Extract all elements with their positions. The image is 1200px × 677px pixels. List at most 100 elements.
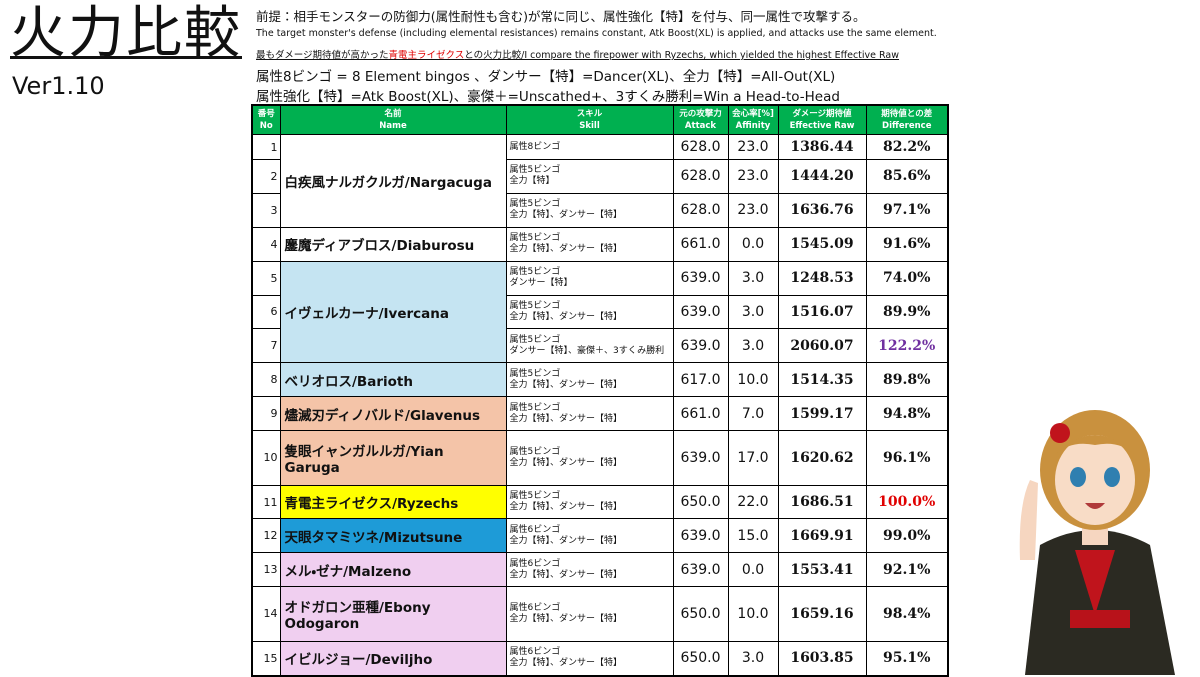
row-number: 12	[251, 518, 281, 554]
skill-line: 属性5ビンゴ	[509, 300, 561, 311]
title: 火力比較	[10, 1, 242, 66]
skill-line: 属性6ビンゴ	[509, 647, 561, 658]
table-row: 11 青電主ライゼクス/Ryzechs 属性5ビンゴ 全力【特】、ダンサー【特】 650…	[251, 484, 949, 520]
affinity: 22.0	[727, 484, 779, 520]
skill-line: ダンサー【特】	[509, 278, 573, 289]
skill-line: 属性6ビンゴ	[509, 558, 561, 569]
skill-line: 属性5ビンゴ	[509, 199, 561, 210]
header-en: Affinity	[735, 121, 771, 131]
column-header: 期待値との差 Difference	[865, 104, 949, 135]
attack: 617.0	[672, 362, 729, 398]
row-number: 15	[251, 640, 281, 677]
skill-line: 全力【特】、ダンサー【特】	[509, 379, 623, 390]
attack: 639.0	[672, 294, 729, 330]
monster-name: 白疾風ナルガクルガ/Nargacuga	[279, 134, 507, 228]
skill-cell: 属性6ビンゴ 全力【特】、ダンサー【特】	[505, 586, 674, 642]
effective-raw: 1636.76	[777, 192, 867, 228]
table-row: 3 属性5ビンゴ 全力【特】、ダンサー【特】 628.0 23.0 1636.76 97.1…	[251, 192, 949, 228]
attack: 639.0	[672, 328, 729, 364]
compare-note: 最もダメージ期待値が高かった青電主ライゼクスとの火力比較/I compare t…	[256, 47, 899, 61]
header-en: Attack	[684, 121, 717, 131]
attack: 650.0	[672, 640, 729, 677]
skill-line: 全力【特】、ダンサー【特】	[509, 502, 623, 512]
header-ja: 名前	[384, 109, 402, 119]
difference: 91.6%	[865, 226, 949, 262]
difference: 89.8%	[865, 362, 949, 398]
header-en: No	[259, 121, 273, 131]
effective-raw: 2060.07	[777, 328, 867, 364]
effective-raw: 1514.35	[777, 362, 867, 398]
row-number: 9	[251, 396, 281, 432]
header-en: Difference	[882, 121, 932, 131]
affinity: 23.0	[727, 192, 779, 228]
affinity: 15.0	[727, 518, 779, 554]
difference: 99.0%	[865, 518, 949, 554]
affinity: 3.0	[727, 294, 779, 330]
column-header: スキル Skill	[505, 104, 674, 135]
effective-raw: 1553.41	[777, 552, 867, 588]
glossary: 属性8ビンゴ = 8 Element bingos 、ダンサー【特】=Dance…	[256, 69, 836, 85]
monster-name: イビルジョー/Deviljho	[279, 640, 507, 677]
skill-line: 属性6ビンゴ	[509, 524, 561, 535]
affinity: 3.0	[727, 328, 779, 364]
row-number: 14	[251, 586, 281, 642]
header-en: Effective Raw	[789, 121, 855, 131]
table-row: 2 属性5ビンゴ 全力【特】 628.0 23.0 1444.20 85.6%	[251, 159, 949, 194]
column-header: 会心率[%] Affinity	[727, 104, 779, 135]
skill-line: 全力【特】、ダンサー【特】	[509, 457, 623, 468]
effective-raw: 1545.09	[777, 226, 867, 262]
monster-name: 鏖魔ディアブロス/Diaburosu	[279, 226, 507, 262]
row-number: 8	[251, 362, 281, 398]
skill-line: 全力【特】、ダンサー【特】	[509, 210, 623, 221]
row-number: 13	[251, 552, 281, 588]
difference: 82.2%	[865, 133, 949, 161]
header-ja: 元の攻撃力	[679, 109, 722, 119]
monster-name: イヴェルカーナ/Ivercana	[279, 260, 507, 364]
monster-name: オドガロン亜種/Ebony Odogaron	[279, 586, 507, 642]
attack: 639.0	[672, 260, 729, 296]
difference: 89.9%	[865, 294, 949, 330]
premise: 前提：相手モンスターの防御力(属性耐性も含む)が常に同じ、属性強化【特】を付与、…	[256, 9, 866, 24]
column-header: 番号 No	[251, 104, 281, 135]
column-header: 名前 Name	[279, 104, 507, 135]
difference: 97.1%	[865, 192, 949, 228]
skill-line: 属性5ビンゴ	[509, 233, 561, 244]
table-row: 1 白疾風ナルガクルガ/Nargacuga 属性8ビンゴ 628.0 23.0 1386.…	[251, 133, 949, 228]
skill-cell: 属性5ビンゴ 全力【特】、ダンサー【特】	[505, 226, 674, 262]
skill-cell: 属性8ビンゴ	[505, 133, 674, 161]
attack: 661.0	[672, 226, 729, 262]
skill-cell: 属性6ビンゴ 全力【特】、ダンサー【特】	[505, 518, 674, 554]
header-en: Skill	[579, 121, 600, 131]
note-highlight: 青電主ライゼクス	[388, 50, 465, 61]
table-row: 8 ベリオロス/Barioth 属性5ビンゴ 全力【特】、ダンサー【特】 617.0 10…	[251, 362, 949, 398]
difference: 98.4%	[865, 586, 949, 642]
skill-line: 全力【特】、ダンサー【特】	[509, 311, 623, 322]
table-row: 5 イヴェルカーナ/Ivercana 属性5ビンゴ ダンサー【特】 639.0 3.0 12…	[251, 260, 949, 364]
skill-line: 属性5ビンゴ	[509, 334, 561, 345]
skill-line: 属性5ビンゴ	[509, 368, 561, 379]
difference: 92.1%	[865, 552, 949, 588]
skill-cell: 属性6ビンゴ 全力【特】、ダンサー【特】	[505, 640, 674, 677]
affinity: 10.0	[727, 362, 779, 398]
skill-line: 全力【特】	[509, 176, 555, 187]
table-row: 12 天眼タマミツネ/Mizutsune 属性6ビンゴ 全力【特】、ダンサー【特】 63…	[251, 518, 949, 554]
note-text: との火力比較/I compare the firepower with Ryze…	[464, 50, 900, 61]
row-number: 6	[251, 294, 281, 330]
affinity: 23.0	[727, 133, 779, 161]
skill-line: 属性5ビンゴ	[509, 446, 561, 457]
table-row: 7 属性5ビンゴ ダンサー【特】、豪傑＋、3すくみ勝利 639.0 3.0 2060.07…	[251, 328, 949, 364]
attack: 628.0	[672, 159, 729, 194]
monster-name: 天眼タマミツネ/Mizutsune	[279, 518, 507, 554]
character-illustration	[1019, 410, 1175, 675]
monster-name: ベリオロス/Barioth	[279, 362, 507, 398]
affinity: 3.0	[727, 260, 779, 296]
effective-raw: 1669.91	[777, 518, 867, 554]
premise-en: The target monster's defense (including …	[256, 28, 937, 39]
skill-cell: 属性6ビンゴ 全力【特】、ダンサー【特】	[505, 552, 674, 588]
note-text: 最もダメージ期待値が高かった	[256, 50, 389, 61]
skill-cell: 属性5ビンゴ 全力【特】、ダンサー【特】	[505, 362, 674, 398]
header-ja: 番号	[257, 109, 275, 119]
version: Ver1.10	[12, 72, 105, 100]
attack: 628.0	[672, 192, 729, 228]
